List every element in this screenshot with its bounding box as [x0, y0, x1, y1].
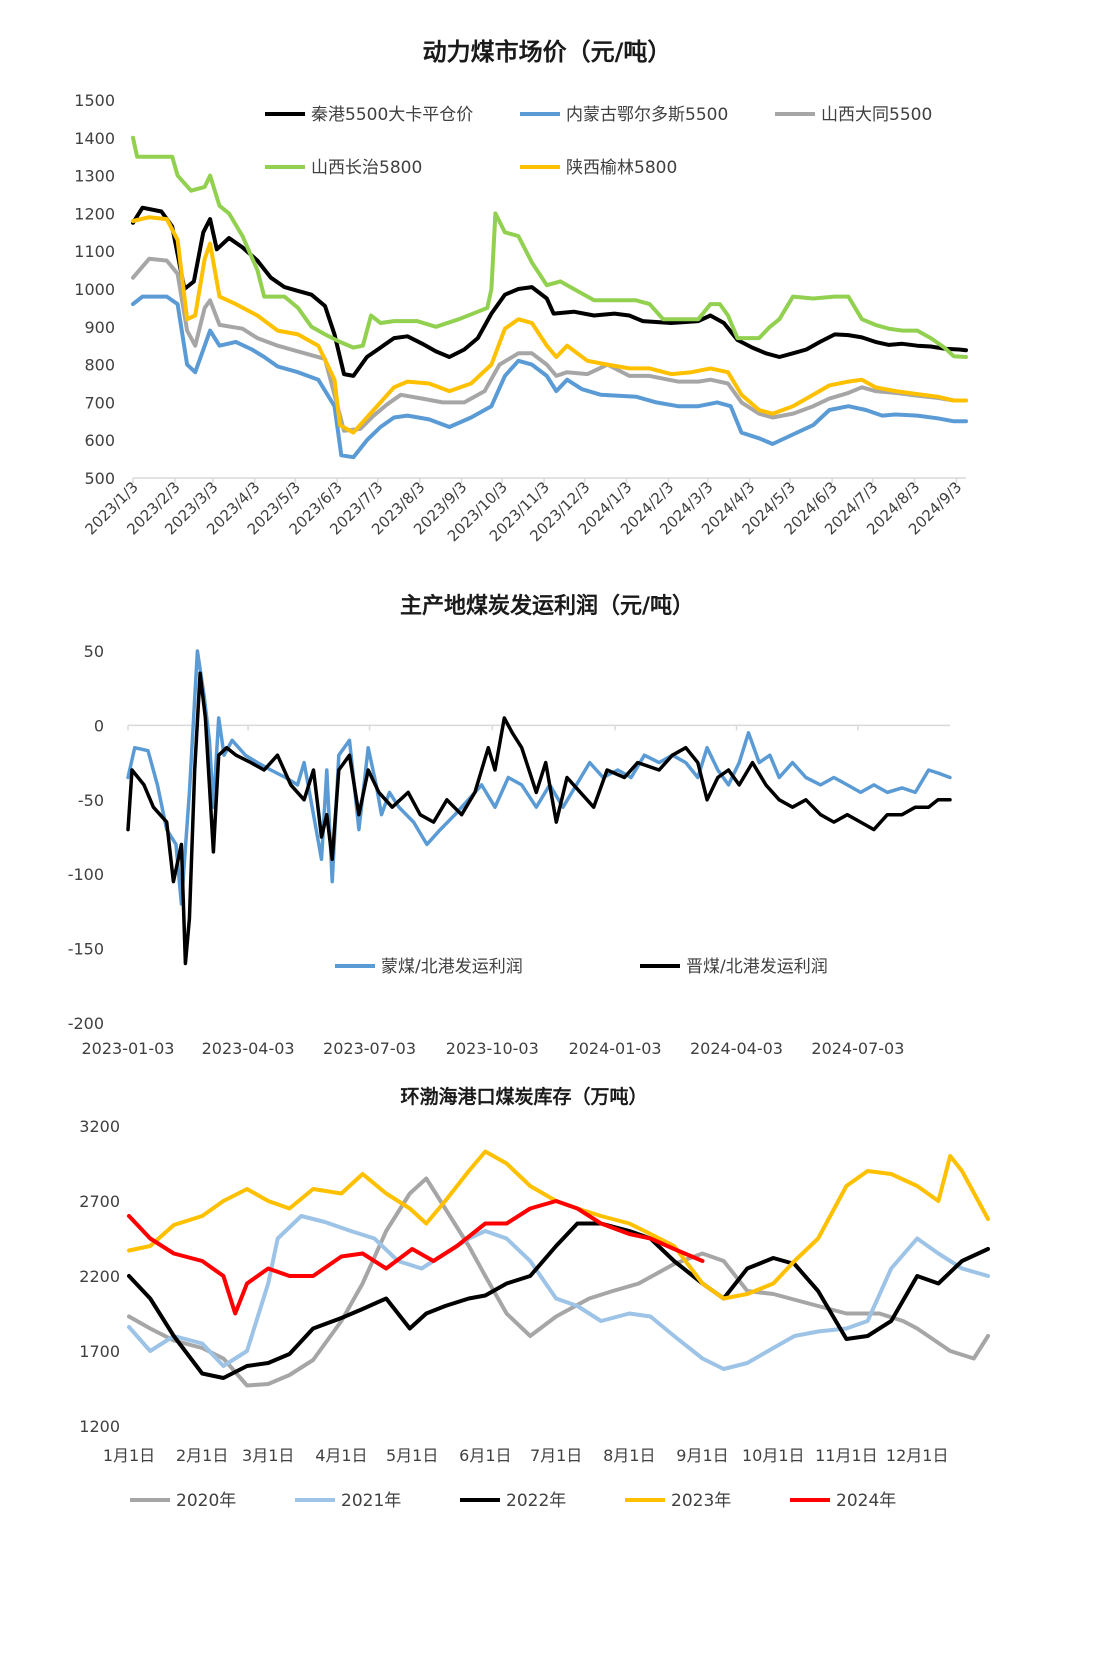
legend-label: 2020年 [176, 1491, 236, 1511]
series-line [131, 294, 968, 460]
y-tick-label: 1300 [74, 167, 115, 186]
chart-title: 动力煤市场价（元/吨） [423, 38, 672, 66]
y-tick-label: 700 [84, 393, 115, 412]
x-tick-label: 9月1日 [676, 1446, 728, 1465]
x-tick-label: 8月1日 [603, 1446, 655, 1465]
x-tick-label: 2024-01-03 [569, 1039, 662, 1058]
x-tick-label: 6月1日 [459, 1446, 511, 1465]
legend-label: 陕西榆林5800 [566, 158, 677, 178]
x-tick-label: 2023-01-03 [82, 1039, 175, 1058]
x-tick-label: 4月1日 [315, 1446, 367, 1465]
y-tick-label: 1100 [74, 242, 115, 261]
legend-label: 2023年 [671, 1491, 731, 1511]
chart-svg: 动力煤市场价（元/吨） 500 600 700 800 900 1000 1100 1200 13… [74, 38, 968, 545]
series-line [127, 1199, 705, 1316]
x-tick-label: 5月1日 [386, 1446, 438, 1465]
x-tick-label: 2024-07-03 [811, 1039, 904, 1058]
chart-svg: 环渤海港口煤炭库存（万吨） 1200 1700 2200 2700 3200 1月1日 2月1… [79, 1085, 990, 1511]
x-tick-label: 3月1日 [242, 1446, 294, 1465]
series-line [127, 1214, 990, 1371]
y-tick-label: 1000 [74, 280, 115, 299]
series-line [127, 1176, 990, 1388]
x-tick-label: 10月1日 [742, 1446, 805, 1465]
series-line [127, 1221, 990, 1380]
x-tick-label: 12月1日 [886, 1446, 949, 1465]
y-tick-label: 1200 [79, 1417, 120, 1436]
legend-label: 2024年 [836, 1491, 896, 1511]
legend-label: 山西大同5500 [821, 105, 932, 125]
series-line [131, 205, 968, 378]
legend-label: 内蒙古鄂尔多斯5500 [566, 105, 728, 125]
y-tick-label: 500 [84, 469, 115, 488]
x-tick-label: 2月1日 [176, 1446, 228, 1465]
y-tick-label: 1500 [74, 91, 115, 110]
y-tick-label: 600 [84, 431, 115, 450]
series-line [126, 649, 952, 906]
x-tick-label: 11月1日 [815, 1446, 878, 1465]
x-tick-label: 7月1日 [530, 1446, 582, 1465]
y-tick-label: -150 [68, 940, 104, 959]
legend-label: 蒙煤/北港发运利润 [381, 957, 523, 977]
y-tick-label: -200 [68, 1014, 104, 1033]
y-tick-label: 1400 [74, 129, 115, 148]
legend-label: 山西长治5800 [311, 158, 422, 178]
x-tick-label: 2023-07-03 [323, 1039, 416, 1058]
chart-port-inventory: 环渤海港口煤炭库存（万吨） 1200 1700 2200 2700 3200 1月1日 2月1… [0, 1070, 1094, 1653]
legend-label: 2022年 [506, 1491, 566, 1511]
x-tick-label: 2023-04-03 [202, 1039, 295, 1058]
y-tick-label: 900 [84, 318, 115, 337]
series-line [126, 671, 952, 966]
chart-svg: 主产地煤炭发运利润（元/吨） -200 -150 -100 -50 0 50 2023-01-… [68, 593, 952, 1058]
series-line [131, 215, 968, 435]
y-tick-label: 50 [84, 642, 104, 661]
x-tick-label: 2023-10-03 [446, 1039, 539, 1058]
y-tick-label: 0 [94, 716, 104, 735]
chart-title: 环渤海港口煤炭库存（万吨） [400, 1085, 647, 1108]
x-tick-label: 1月1日 [103, 1446, 155, 1465]
x-tick-label: 2024-04-03 [690, 1039, 783, 1058]
legend-label: 秦港5500大卡平仓价 [311, 105, 473, 125]
y-tick-label: 1700 [79, 1342, 120, 1361]
chart-title: 主产地煤炭发运利润（元/吨） [400, 593, 694, 619]
legend-label: 晋煤/北港发运利润 [686, 957, 828, 977]
y-tick-label: 800 [84, 356, 115, 375]
y-tick-label: 3200 [79, 1117, 120, 1136]
series-line [131, 256, 968, 433]
y-tick-label: 2700 [79, 1192, 120, 1211]
y-tick-label: -100 [68, 865, 104, 884]
y-tick-label: 1200 [74, 204, 115, 223]
legend-label: 2021年 [341, 1491, 401, 1511]
chart-coal-price: 动力煤市场价（元/吨） 500 600 700 800 900 1000 1100 1200 13… [0, 0, 1094, 570]
chart-shipping-profit: 主产地煤炭发运利润（元/吨） -200 -150 -100 -50 0 50 2023-01-… [0, 570, 1094, 1070]
series-line [131, 135, 968, 359]
y-tick-label: 2200 [79, 1267, 120, 1286]
y-tick-label: -50 [78, 791, 104, 810]
